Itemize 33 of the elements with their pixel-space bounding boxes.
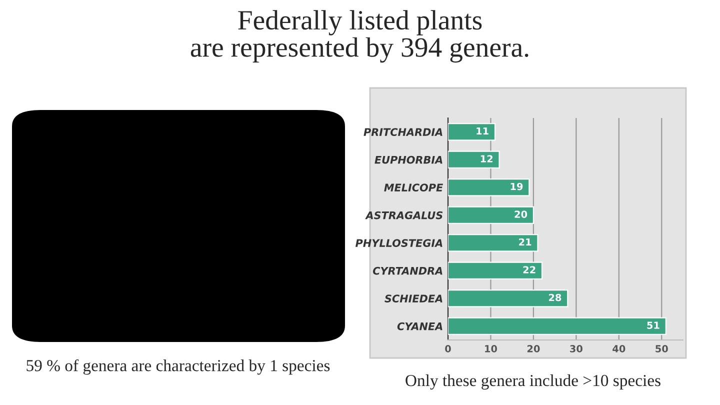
bar <box>448 178 530 196</box>
y-tick-label: ASTRAGALUS <box>365 211 443 220</box>
bar <box>448 150 500 169</box>
x-tick-label: 20 <box>527 345 540 352</box>
chart-title: Federally listed plants are represented by 394 genera. <box>190 10 528 63</box>
data-label: 11 <box>476 127 488 135</box>
x-tick-label: 10 <box>485 345 498 352</box>
x-tick-label: 30 <box>570 345 582 352</box>
data-label: 51 <box>647 322 660 329</box>
bar <box>448 262 543 280</box>
bar <box>448 206 534 224</box>
bar <box>448 289 568 308</box>
data-label: 19 <box>510 182 523 190</box>
y-tick-label: CYANEA <box>397 322 442 330</box>
text: Only these genera include >10 species <box>406 374 660 390</box>
x-tick-label: 50 <box>656 345 668 352</box>
bar <box>448 317 666 336</box>
x-tick-label: 0 <box>445 345 451 352</box>
y-tick-label: EUPHORBIA <box>374 156 442 164</box>
data-label: 22 <box>523 266 536 274</box>
bar <box>448 234 538 252</box>
data-label: 21 <box>519 238 532 246</box>
data-label: 12 <box>480 155 493 162</box>
y-tick-label: CYRTANDRA <box>372 266 442 275</box>
data-label: 28 <box>548 294 562 302</box>
y-tick-label: MELICOPE <box>384 184 443 192</box>
y-tick-label: PHYLLOSTEGIA <box>356 239 442 247</box>
text: 59 % of genera are characterized by 1 species <box>26 359 330 375</box>
y-tick-label: SCHIEDEA <box>384 294 442 302</box>
y-tick-label: PRITCHARDIA <box>364 128 442 136</box>
x-tick-label: 40 <box>612 345 626 352</box>
bar <box>448 122 496 141</box>
data-label: 20 <box>514 210 528 218</box>
